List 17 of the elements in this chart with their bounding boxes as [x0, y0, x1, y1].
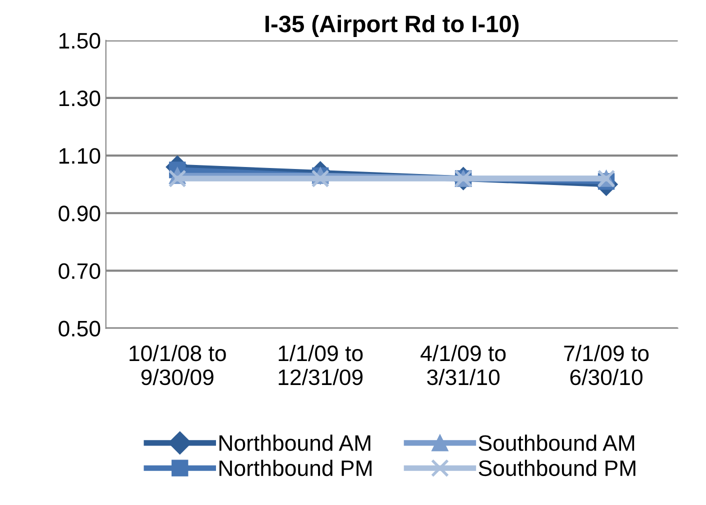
x-tick-label: 4/1/09 to 3/31/10 [420, 344, 506, 386]
y-tick-label: 0.50 [58, 320, 100, 337]
legend-label: Northbound PM [219, 460, 372, 476]
y-tick-label: 0.90 [58, 206, 100, 222]
x-tick-label: 7/1/09 to 6/30/10 [564, 344, 649, 386]
legend-label: Northbound AM [219, 434, 370, 451]
y-tick-label: 1.30 [59, 90, 100, 106]
legend-label: Southbound PM [478, 460, 636, 476]
chart-title: I-35 (Airport Rd to I-10) [266, 14, 519, 37]
y-tick-label: 1.10 [59, 148, 100, 164]
legend-label: Southbound AM [478, 434, 634, 451]
point [311, 170, 330, 188]
x-tick-label: 10/1/08 to 9/30/09 [130, 344, 226, 386]
point [168, 170, 186, 188]
x-tick-label: 1/1/09 to 12/31/09 [278, 344, 363, 386]
y-tick-label: 1.50 [59, 32, 100, 49]
y-tick-label: 0.70 [58, 263, 100, 279]
